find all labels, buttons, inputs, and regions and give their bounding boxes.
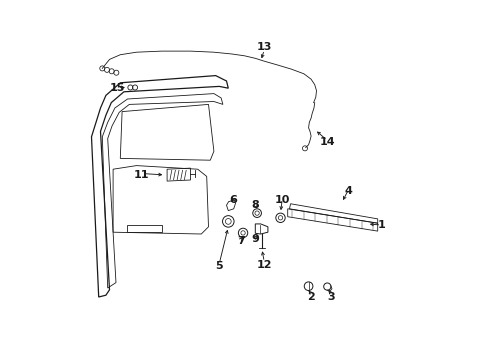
- Text: 15: 15: [110, 83, 125, 93]
- Text: 4: 4: [344, 186, 352, 196]
- Text: 11: 11: [134, 170, 149, 180]
- Text: 14: 14: [319, 137, 334, 147]
- Text: 9: 9: [251, 234, 259, 244]
- Text: 7: 7: [237, 236, 244, 246]
- Text: 6: 6: [228, 195, 236, 205]
- Text: 3: 3: [326, 292, 334, 302]
- Text: 1: 1: [377, 220, 385, 230]
- Text: 13: 13: [256, 42, 271, 52]
- Text: 10: 10: [274, 195, 289, 205]
- Text: 5: 5: [215, 261, 223, 271]
- Text: 2: 2: [306, 292, 314, 302]
- Text: 12: 12: [256, 260, 271, 270]
- Text: 8: 8: [251, 200, 259, 210]
